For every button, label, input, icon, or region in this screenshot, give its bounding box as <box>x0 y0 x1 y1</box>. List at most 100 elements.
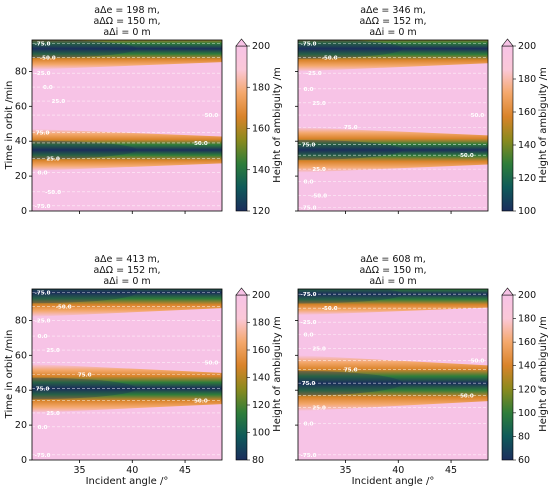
contour-label: -75.0 <box>301 453 317 459</box>
contour-label: 75.0 <box>36 386 50 392</box>
contour-label: 75.0 <box>344 367 358 373</box>
contour-label: 0.0 <box>38 171 48 177</box>
colorbar-tick-label: 120 <box>518 173 536 184</box>
y-tick-label: 40 <box>15 385 27 396</box>
panel-title-line-2: aΔΩ = 150 m, <box>93 16 160 27</box>
contour-label: 50.0 <box>205 360 219 366</box>
heatmap-area: -75.0 -50.0 -25.0 0.0 25.0 50.0 75.0 50.0 25.0 0.… <box>32 40 222 210</box>
y-tick-label: 20 <box>15 171 27 182</box>
contour-label: -75.0 <box>35 453 51 459</box>
panel-title-line-1: aΔe = 346 m, <box>360 5 426 16</box>
contour-label: -25.0 <box>35 318 51 324</box>
colorbar-tick-label: 180 <box>252 318 270 329</box>
plot-frame <box>31 288 223 461</box>
contour-label: 25.0 <box>52 99 66 105</box>
contour-label: 50.0 <box>460 153 474 159</box>
contour-label: 25.0 <box>312 101 326 107</box>
x-tick-label: 40 <box>126 465 138 476</box>
contour-label: 0.0 <box>304 332 314 338</box>
y-tick-label: 60 <box>15 350 27 361</box>
panel-title-line-1: aΔe = 413 m, <box>94 254 160 265</box>
contour-label: -25.0 <box>301 320 317 326</box>
y-axis-label: Time in orbit /min <box>4 81 15 171</box>
colorbar <box>501 45 514 212</box>
dark-band <box>32 289 222 317</box>
heatmap-area: -75.0 -50.0 -25.0 0.0 25.0 50.0 75.0 75.0 50.0 25… <box>298 40 488 212</box>
contour-label: 0.0 <box>304 421 314 427</box>
contour-label: 25.0 <box>312 167 326 173</box>
x-axis-label: Incident angle /° <box>352 476 435 487</box>
colorbar-tick-label: 100 <box>518 206 536 217</box>
panel-title-line-2: aΔΩ = 152 m, <box>359 16 426 27</box>
colorbar-tick-label: 140 <box>518 140 536 151</box>
colorbar-tick-label: 120 <box>252 400 270 411</box>
contour-label: 50.0 <box>205 113 219 119</box>
contour-label: 0.0 <box>38 425 48 431</box>
colorbar-tick-label: 120 <box>518 384 536 395</box>
dark-band <box>298 40 488 72</box>
band-core <box>298 289 403 304</box>
contour-label: -75.0 <box>301 41 317 47</box>
band-core <box>32 140 137 160</box>
contour-label: -75.0 <box>301 206 317 212</box>
contour-label: 25.0 <box>46 157 60 163</box>
panel-title-line-3: aΔi = 0 m <box>369 276 416 287</box>
panel-bottom-left: aΔe = 413 m, aΔΩ = 152 m, aΔi = 0 m Time… <box>4 254 283 487</box>
contour-label: 50.0 <box>194 399 208 405</box>
plot-frame <box>297 288 489 461</box>
colorbar-tick-label: 80 <box>252 455 264 466</box>
heatmap-area: -75.0 -50.0 -25.0 0.0 25.0 50.0 75.0 75.0 50.0 25… <box>298 289 488 459</box>
contour-label: 0.0 <box>304 87 314 93</box>
panel-title-line-3: aΔi = 0 m <box>103 276 150 287</box>
colorbar-tick-label: 100 <box>518 408 536 419</box>
contour-label: -75.0 <box>35 204 51 210</box>
dark-band <box>32 40 222 70</box>
contour-label: -25.0 <box>306 71 322 77</box>
contour-label: 25.0 <box>312 346 326 352</box>
contour-label: 75.0 <box>78 373 92 379</box>
colorbar-tick-label: 160 <box>252 345 270 356</box>
contour-label: -50.0 <box>56 304 72 310</box>
colorbar-tick-label: 60 <box>518 455 530 466</box>
dark-band <box>298 127 488 173</box>
colorbar-tick-label: 140 <box>252 373 270 384</box>
heatmap-area: -75.0 -50.0 -25.0 0.0 25.0 50.0 75.0 75.0 50.0 25… <box>32 289 222 459</box>
colorbar-extend <box>235 287 248 296</box>
colorbar-tick-label: 200 <box>518 290 536 301</box>
colorbar-tick-label: 180 <box>518 314 536 325</box>
colorbar-tick-label: 120 <box>252 206 270 217</box>
panel-top-right: aΔe = 346 m, aΔΩ = 152 m, aΔi = 0 m Heig… <box>295 5 549 217</box>
contour-label: -75.0 <box>35 41 51 47</box>
x-tick-label: 40 <box>392 465 404 476</box>
contour-label: -50.0 <box>322 55 338 61</box>
colorbar <box>235 45 248 212</box>
x-tick-label: 45 <box>179 465 191 476</box>
x-axis-label: Incident angle /° <box>86 476 169 487</box>
contour-label: -50.0 <box>322 306 338 312</box>
contour-label: -75.0 <box>35 290 51 296</box>
colorbar-tick-label: 140 <box>252 165 270 176</box>
contour-label: 50.0 <box>194 141 208 147</box>
colorbar-tick-label: 160 <box>518 337 536 348</box>
colorbar-tick-label: 160 <box>252 124 270 135</box>
contour-label: -50.0 <box>45 190 61 196</box>
y-tick-label: 0 <box>21 455 27 466</box>
contour-label: 50.0 <box>471 359 485 365</box>
contour-label: -25.0 <box>35 71 51 77</box>
y-tick-label: 80 <box>15 66 27 77</box>
dark-band <box>298 289 488 316</box>
contour-label: -75.0 <box>301 292 317 298</box>
dark-band <box>32 128 222 171</box>
colorbar-tick-label: 160 <box>518 107 536 118</box>
panel-bottom-right: aΔe = 608 m, aΔΩ = 150 m, aΔi = 0 m Heig… <box>295 254 549 487</box>
y-tick-label: 40 <box>15 136 27 147</box>
contour-label: 75.0 <box>36 130 50 136</box>
colorbar-label: Height of ambiguity /m <box>272 316 283 432</box>
y-tick-label: 0 <box>21 206 27 217</box>
colorbar-tick-label: 100 <box>252 428 270 439</box>
contour-label: 75.0 <box>302 143 316 149</box>
colorbar-tick-label: 180 <box>518 74 536 85</box>
contour-label: 0.0 <box>38 334 48 340</box>
colorbar-tick-label: 200 <box>252 41 270 52</box>
